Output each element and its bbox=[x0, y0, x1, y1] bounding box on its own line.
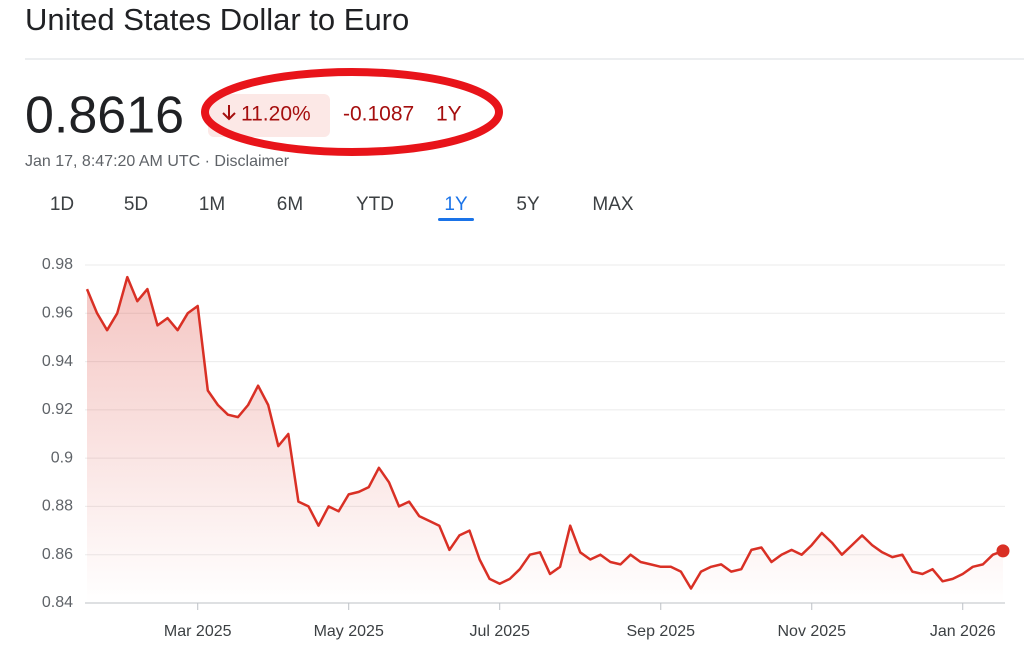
y-tick-label: 0.88 bbox=[42, 498, 73, 515]
change-badge bbox=[208, 94, 330, 137]
change-percent: 11.20% bbox=[241, 103, 311, 126]
change-absolute: -0.1087 bbox=[343, 103, 414, 126]
x-tick-label: Jul 2025 bbox=[469, 623, 530, 640]
x-tick-label: Mar 2025 bbox=[164, 623, 232, 640]
change-period: 1Y bbox=[436, 103, 462, 126]
range-tab[interactable]: 6M bbox=[277, 194, 303, 215]
down-arrow-icon bbox=[222, 105, 236, 121]
price-line bbox=[85, 275, 1004, 590]
range-tab[interactable]: 5Y bbox=[516, 194, 540, 215]
y-tick-label: 0.96 bbox=[42, 305, 73, 322]
range-tabs: 1D 5D 1M 6M YTD 1Y 5Y MAX bbox=[50, 194, 634, 221]
x-tick-label: Sep 2025 bbox=[627, 623, 696, 640]
y-tick-label: 0.92 bbox=[42, 401, 73, 418]
y-tick-label: 0.98 bbox=[42, 256, 73, 273]
last-point bbox=[996, 544, 1010, 558]
price: 0.8616 bbox=[25, 87, 184, 145]
x-tick-label: May 2025 bbox=[314, 623, 384, 640]
y-tick-label: 0.84 bbox=[42, 594, 73, 611]
chart: 0.84 0.86 0.88 0.9 0.92 0.94 0.96 0.98 Mar 2025 M… bbox=[42, 256, 1010, 640]
y-tick-label: 0.86 bbox=[42, 546, 73, 563]
range-tab[interactable]: YTD bbox=[356, 194, 394, 215]
title: United States Dollar to Euro bbox=[25, 2, 409, 37]
timestamp: Jan 17, 8:47:20 AM UTC · Disclaimer bbox=[25, 153, 290, 170]
x-tick-label: Jan 2026 bbox=[930, 623, 996, 640]
highlight-ellipse bbox=[201, 68, 503, 156]
range-tab[interactable]: 1Y bbox=[444, 194, 468, 215]
range-tab[interactable]: 5D bbox=[124, 194, 148, 215]
range-tab[interactable]: 1M bbox=[199, 194, 225, 215]
y-tick-label: 0.9 bbox=[51, 449, 73, 466]
range-tab[interactable]: MAX bbox=[592, 194, 634, 215]
selected-tab-underline bbox=[438, 218, 474, 221]
area-fill bbox=[87, 277, 1003, 603]
x-tick-label: Nov 2025 bbox=[777, 623, 846, 640]
range-tab[interactable]: 1D bbox=[50, 194, 74, 215]
y-tick-label: 0.94 bbox=[42, 353, 73, 370]
